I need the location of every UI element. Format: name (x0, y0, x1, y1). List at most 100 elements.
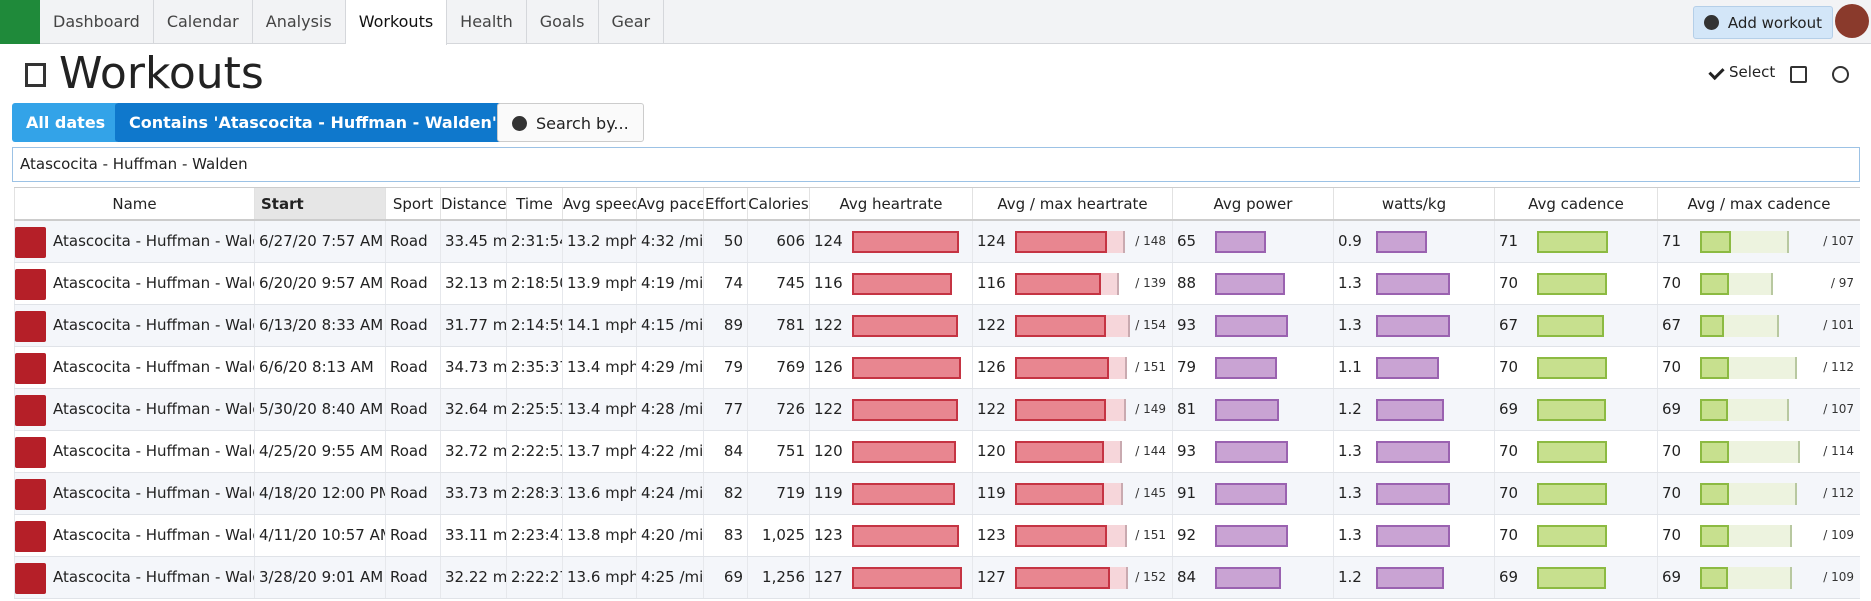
select-button[interactable]: Select (1709, 63, 1775, 81)
table-row[interactable]: Atascocita - Huffman - Walden 4/11/20 10:… (14, 515, 1860, 557)
cell-value: 120 (814, 442, 843, 460)
column-header[interactable]: Effort (703, 188, 747, 219)
search-input[interactable]: Atascocita - Huffman - Walden (12, 147, 1860, 182)
cell: 122 / 154 (972, 305, 1172, 346)
max-label: / 109 (1823, 570, 1854, 584)
workout-name[interactable]: Atascocita - Huffman - Walden (53, 274, 254, 292)
cell: 122 (809, 305, 972, 346)
value-bar (852, 399, 958, 421)
cell: 0.9 (1333, 221, 1494, 262)
column-header[interactable]: Avg speed (562, 188, 636, 219)
cell-text: 719 (776, 484, 805, 502)
cell-text: 2:25:53 (511, 400, 562, 418)
workout-name[interactable]: Atascocita - Huffman - Walden (53, 568, 254, 586)
value-bar (1376, 567, 1445, 589)
cell: Road (385, 347, 440, 388)
cell: 4:24 /mi (636, 473, 703, 514)
cell: 71 / 107 (1657, 221, 1860, 262)
nav-tab[interactable]: Gear (599, 0, 665, 44)
cell-text: 606 (776, 232, 805, 250)
export-button[interactable] (1790, 66, 1807, 83)
column-header[interactable]: Calories (747, 188, 809, 219)
column-header[interactable]: Time (506, 188, 562, 219)
cell: Road (385, 557, 440, 598)
column-header[interactable]: Distance (440, 188, 506, 219)
cell-value: 70 (1662, 442, 1682, 460)
workout-name[interactable]: Atascocita - Huffman - Walden (53, 442, 254, 460)
table-row[interactable]: Atascocita - Huffman - Walden 4/25/20 9:5… (14, 431, 1860, 473)
nav-tab[interactable]: Analysis (253, 0, 346, 44)
table-row[interactable]: Atascocita - Huffman - Walden 3/28/20 9:0… (14, 557, 1860, 599)
cell: 745 (747, 263, 809, 304)
cell-value: 127 (977, 568, 1006, 586)
cell: 4:28 /mi (636, 389, 703, 430)
value-bar (1537, 441, 1607, 463)
column-header[interactable]: Avg cadence (1494, 188, 1657, 219)
cell-text: 2:18:50 (511, 274, 562, 292)
table-row[interactable]: Atascocita - Huffman - Walden 6/20/20 9:5… (14, 263, 1860, 305)
cell: 126 (809, 347, 972, 388)
cell: 126 / 151 (972, 347, 1172, 388)
add-workout-button[interactable]: Add workout (1692, 6, 1833, 39)
nav-tab[interactable]: Health (447, 0, 527, 44)
workout-name[interactable]: Atascocita - Huffman - Walden (53, 316, 254, 334)
workout-icon (15, 353, 46, 384)
column-header[interactable]: watts/kg (1333, 188, 1494, 219)
avg-bar (1700, 357, 1730, 379)
header-row: Name Start Sport Distance Time Avg speed Avg p… (14, 187, 1860, 221)
nav-tab[interactable]: Goals (527, 0, 599, 44)
workout-icon (15, 521, 46, 552)
column-header[interactable]: Start (254, 188, 385, 219)
workout-name[interactable]: Atascocita - Huffman - Walden (53, 400, 254, 418)
column-header[interactable]: Avg / max cadence (1657, 188, 1860, 219)
table-row[interactable]: Atascocita - Huffman - Walden 6/27/20 7:5… (14, 221, 1860, 263)
cell-text: 6/13/20 8:33 AM (259, 316, 384, 334)
avg-bar (1015, 315, 1106, 337)
workout-icon (15, 395, 46, 426)
max-label: / 149 (1135, 402, 1166, 416)
column-header[interactable]: Avg pace (636, 188, 703, 219)
column-header[interactable]: Avg / max heartrate (972, 188, 1172, 219)
cell-value: 67 (1662, 316, 1682, 334)
workout-name[interactable]: Atascocita - Huffman - Walden (53, 484, 254, 502)
workout-name[interactable]: Atascocita - Huffman - Walden (53, 232, 254, 250)
logo[interactable] (0, 0, 40, 44)
value-bar (852, 525, 959, 547)
cell: 74 (703, 263, 747, 304)
cell: 4:29 /mi (636, 347, 703, 388)
column-header[interactable]: Avg heartrate (809, 188, 972, 219)
cell-value: 92 (1177, 526, 1197, 544)
cell-text: 2:22:27 (511, 568, 562, 586)
nav-tab[interactable]: Calendar (154, 0, 253, 44)
column-header[interactable]: Name (14, 188, 254, 219)
column-header[interactable]: Sport (385, 188, 440, 219)
cell: 120 / 144 (972, 431, 1172, 472)
workouts-table: Name Start Sport Distance Time Avg speed Avg p… (14, 187, 1860, 599)
cell-text: 6/20/20 9:57 AM (259, 274, 384, 292)
value-bar (1215, 315, 1289, 337)
cell: 6/13/20 8:33 AM (254, 305, 385, 346)
cell: 2:22:53 (506, 431, 562, 472)
workout-name[interactable]: Atascocita - Huffman - Walden (53, 526, 254, 544)
table-row[interactable]: Atascocita - Huffman - Walden 4/18/20 12:… (14, 473, 1860, 515)
nav-tab[interactable]: Dashboard (40, 0, 154, 44)
column-header[interactable]: Avg power (1172, 188, 1333, 219)
cell: Road (385, 263, 440, 304)
cell: 70 (1494, 431, 1657, 472)
all-dates-filter[interactable]: All dates (12, 103, 120, 142)
avatar[interactable] (1835, 4, 1869, 38)
table-row[interactable]: Atascocita - Huffman - Walden 5/30/20 8:4… (14, 389, 1860, 431)
cell: 70 / 97 (1657, 263, 1860, 304)
search-by-button[interactable]: Search by... (497, 103, 644, 142)
table-row[interactable]: Atascocita - Huffman - Walden 6/13/20 8:3… (14, 305, 1860, 347)
settings-button[interactable] (1832, 66, 1849, 83)
contains-filter[interactable]: Contains 'Atascocita - Huffman - Walden' (115, 103, 537, 142)
table-row[interactable]: Atascocita - Huffman - Walden 6/6/20 8:13… (14, 347, 1860, 389)
nav-tab[interactable]: Workouts (345, 0, 448, 45)
max-label: / 151 (1135, 360, 1166, 374)
workout-name[interactable]: Atascocita - Huffman - Walden (53, 358, 254, 376)
cell: 2:23:41 (506, 515, 562, 556)
cell: Atascocita - Huffman - Walden (14, 305, 254, 346)
cell-text: 84 (723, 442, 743, 460)
